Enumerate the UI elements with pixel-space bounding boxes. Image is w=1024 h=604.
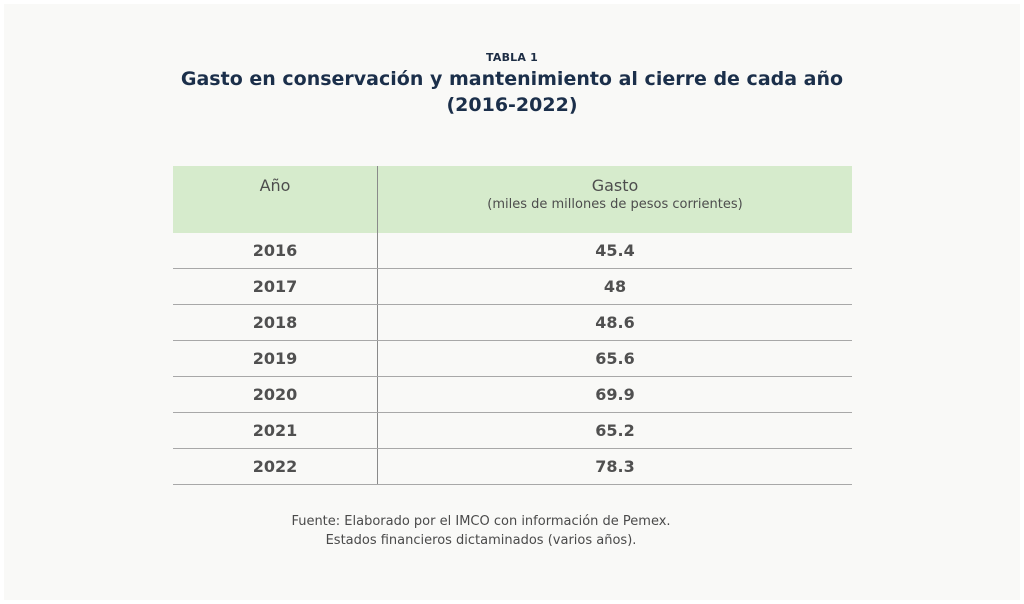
title-line-1: Gasto en conservación y mantenimiento al…	[180, 68, 844, 90]
table-label: TABLA 1	[486, 51, 538, 64]
table-row: 2021 65.2	[173, 412, 852, 449]
header-gasto-units: (miles de millones de pesos corrientes)	[487, 197, 743, 212]
header-gasto-label: Gasto	[591, 176, 639, 195]
table-row: 2022 78.3	[173, 448, 852, 485]
table-row: 2017 48	[173, 268, 852, 305]
page-title: Gasto en conservación y mantenimiento al…	[4, 66, 1020, 118]
year-cell: 2017	[173, 268, 378, 305]
value-cell: 65.6	[377, 340, 852, 377]
source-note: Fuente: Elaborado por el IMCO con inform…	[204, 512, 758, 550]
table-header-row: Año Gasto (miles de millones de pesos co…	[173, 166, 852, 233]
table-row: 2019 65.6	[173, 340, 852, 377]
value-cell: 65.2	[377, 412, 852, 449]
year-cell: 2019	[173, 340, 378, 377]
value-cell: 48	[377, 268, 852, 305]
document-page: TABLA 1 Gasto en conservación y mantenim…	[4, 4, 1020, 600]
source-line-2: Estados financieros dictaminados (varios…	[325, 533, 637, 548]
spending-table: Año Gasto (miles de millones de pesos co…	[173, 166, 852, 485]
title-line-2: (2016-2022)	[446, 94, 578, 116]
table-row: 2020 69.9	[173, 376, 852, 413]
table-row: 2018 48.6	[173, 304, 852, 341]
value-cell: 45.4	[377, 233, 852, 269]
table-row: 2016 45.4	[173, 233, 852, 269]
year-cell: 2018	[173, 304, 378, 341]
year-cell: 2020	[173, 376, 378, 413]
source-line-1: Fuente: Elaborado por el IMCO con inform…	[291, 514, 671, 529]
year-cell: 2021	[173, 412, 378, 449]
value-cell: 78.3	[377, 448, 852, 485]
header-gasto: Gasto (miles de millones de pesos corrie…	[377, 166, 852, 233]
value-cell: 48.6	[377, 304, 852, 341]
value-cell: 69.9	[377, 376, 852, 413]
year-cell: 2016	[173, 233, 378, 269]
header-year: Año	[173, 166, 378, 233]
year-cell: 2022	[173, 448, 378, 485]
